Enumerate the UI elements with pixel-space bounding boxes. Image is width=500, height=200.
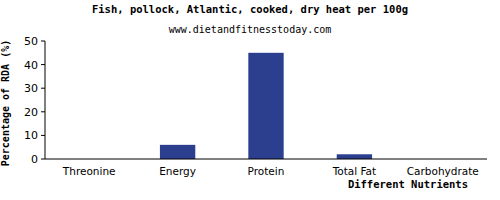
x-tick-label: Protein: [248, 165, 285, 177]
x-tick-label: Threonine: [62, 165, 116, 177]
y-tick: [41, 111, 45, 112]
subtitle: www.dietandfitnesstoday.com: [169, 24, 332, 35]
chart-svg: Fish, pollock, Atlantic, cooked, dry hea…: [0, 0, 500, 200]
y-tick-label: 10: [24, 129, 38, 142]
x-axis: [45, 159, 487, 160]
x-axis-label: Different Nutrients: [348, 178, 468, 190]
y-tick: [41, 88, 45, 89]
bar: [337, 154, 372, 159]
y-axis: [45, 41, 46, 159]
x-tick-label: Total Fat: [332, 165, 377, 177]
y-tick: [41, 159, 45, 160]
bar: [248, 53, 283, 159]
y-tick: [41, 41, 45, 42]
bar: [160, 145, 195, 159]
y-tick-label: 30: [24, 82, 38, 95]
x-tick-label: Carbohydrate: [407, 165, 479, 177]
y-tick-label: 20: [24, 106, 38, 119]
x-tick-label: Energy: [159, 165, 196, 177]
y-tick: [41, 135, 45, 136]
y-tick: [41, 64, 45, 65]
bars: [160, 53, 372, 159]
y-tick-label: 50: [24, 35, 38, 48]
y-axis-label: Percentage of RDA (%): [0, 40, 11, 166]
y-tick-label: 0: [31, 153, 38, 166]
y-tick-label: 40: [24, 59, 38, 72]
title: Fish, pollock, Atlantic, cooked, dry hea…: [92, 3, 408, 15]
chart-container: Fish, pollock, Atlantic, cooked, dry hea…: [0, 0, 500, 200]
